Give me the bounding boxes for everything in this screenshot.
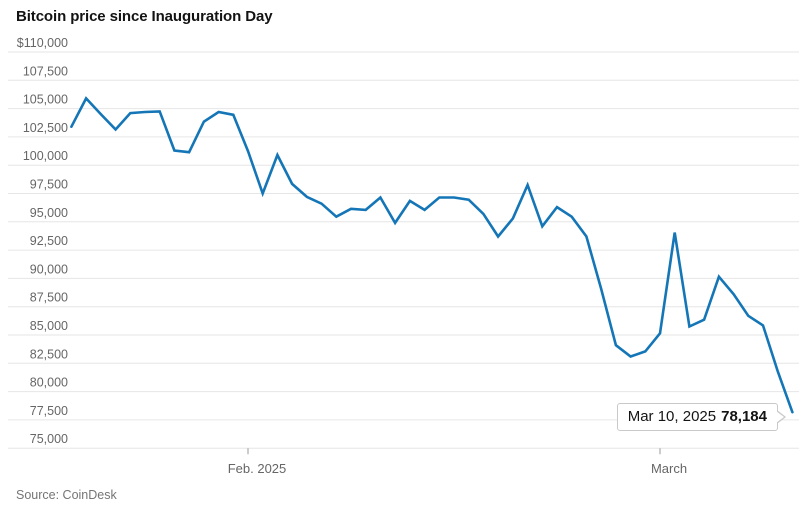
tooltip-date: Mar 10, 2025: [627, 408, 717, 425]
svg-text:102,500: 102,500: [23, 121, 68, 135]
last-point-tooltip: Mar 10, 2025 78,184: [616, 403, 778, 431]
gridlines: [8, 51, 799, 449]
svg-text:97,500: 97,500: [30, 178, 68, 192]
x-axis: Feb. 2025 March: [228, 448, 687, 476]
svg-text:107,500: 107,500: [23, 64, 68, 78]
svg-text:85,000: 85,000: [30, 319, 68, 333]
tooltip-value: 78,184: [721, 408, 767, 425]
svg-text:90,000: 90,000: [30, 262, 68, 276]
svg-text:92,500: 92,500: [30, 234, 68, 248]
svg-text:82,500: 82,500: [30, 347, 68, 361]
svg-text:105,000: 105,000: [23, 93, 68, 107]
svg-text:$110,000: $110,000: [17, 36, 68, 50]
svg-text:80,000: 80,000: [30, 376, 68, 390]
y-axis-labels: $110,000 107,500 105,000 102,500 100,000 97,5…: [17, 36, 68, 446]
svg-text:77,500: 77,500: [30, 404, 68, 418]
svg-text:March: March: [651, 461, 687, 476]
price-line-chart[interactable]: $110,000 107,500 105,000 102,500 100,000 97,5…: [0, 0, 805, 480]
chart-title: Bitcoin price since Inauguration Day: [16, 8, 273, 25]
price-line: [70, 96, 794, 414]
svg-text:95,000: 95,000: [30, 206, 68, 220]
svg-text:75,000: 75,000: [30, 432, 68, 446]
svg-text:100,000: 100,000: [23, 149, 68, 163]
source-label: Source: CoinDesk: [16, 488, 117, 502]
svg-text:87,500: 87,500: [30, 291, 68, 305]
svg-text:Feb. 2025: Feb. 2025: [228, 461, 287, 476]
